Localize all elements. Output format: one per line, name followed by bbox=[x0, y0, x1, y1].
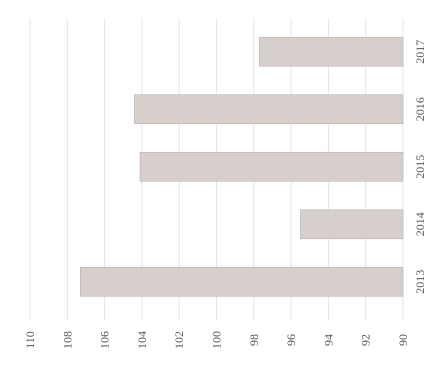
x-tick-label: 92 bbox=[359, 334, 373, 346]
category-label-2014: 2014 bbox=[413, 212, 427, 236]
category-label-2013: 2013 bbox=[413, 270, 427, 294]
bar-2013 bbox=[80, 266, 404, 297]
x-tick-label: 96 bbox=[284, 334, 298, 346]
bar-2016 bbox=[134, 94, 404, 125]
x-tick-label: 110 bbox=[23, 331, 37, 349]
bar-2014 bbox=[300, 209, 404, 240]
bars bbox=[80, 36, 404, 297]
value-tick-labels: 110 108 106 104 102 100 98 96 94 92 90 bbox=[23, 331, 410, 349]
x-tick-label: 108 bbox=[60, 331, 74, 349]
x-tick-label: 104 bbox=[135, 331, 149, 349]
x-tick-label: 106 bbox=[98, 331, 112, 349]
x-tick-label: 100 bbox=[210, 331, 224, 349]
category-label-2016: 2016 bbox=[413, 97, 427, 121]
x-tick-label: 94 bbox=[321, 334, 335, 346]
category-label-2015: 2015 bbox=[413, 155, 427, 179]
category-label-2017: 2017 bbox=[413, 40, 427, 64]
bar-2017 bbox=[259, 36, 404, 67]
x-tick-label: 102 bbox=[172, 331, 186, 349]
category-labels: 2013 2014 2015 2016 2017 bbox=[413, 40, 427, 294]
x-tick-label: 98 bbox=[247, 334, 261, 346]
x-tick-label: 90 bbox=[396, 334, 410, 346]
bar-2015 bbox=[139, 151, 404, 182]
